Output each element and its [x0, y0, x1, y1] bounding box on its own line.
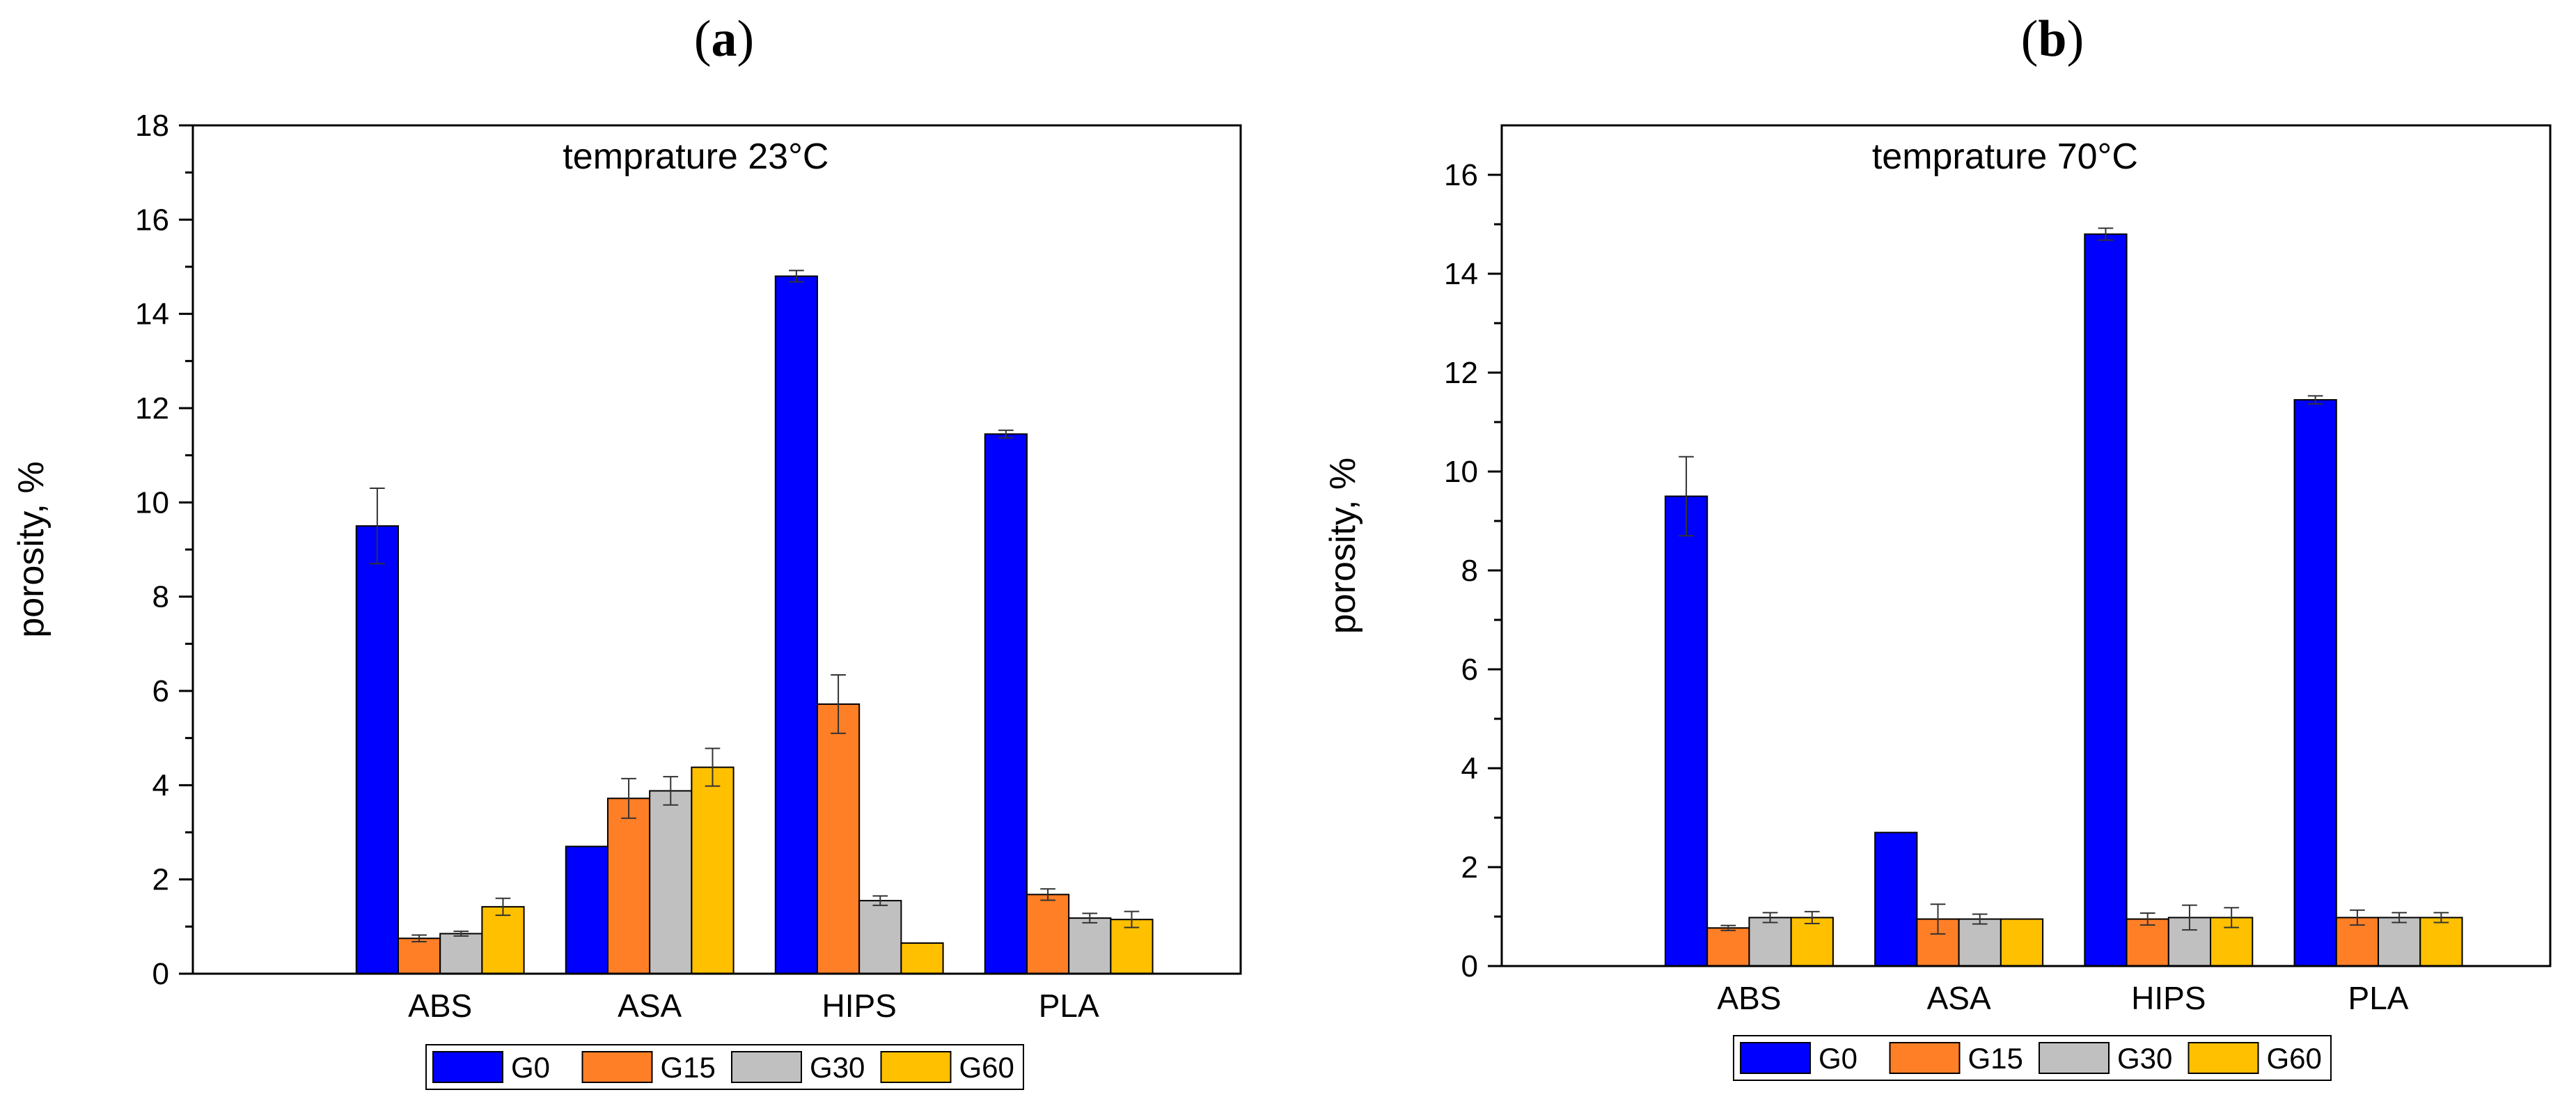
legend-swatch-G0: [1740, 1042, 1811, 1074]
legend-label-G60: G60: [959, 1051, 1014, 1084]
y-tick-label: 18: [135, 109, 169, 143]
plot-frame: [191, 124, 1242, 975]
x-tick-label: HIPS: [2131, 980, 2206, 1016]
bar-ABS-G0: [355, 525, 399, 974]
bar-ABS-G30: [439, 933, 483, 974]
x-tick-label: ABS: [408, 988, 472, 1024]
y-tick-label: 16: [1444, 158, 1478, 192]
bar-ABS-G15: [397, 937, 441, 974]
chart-panel-b: (b) 0 2 4 6 8 10 12 14 16 porosity, % temprature 70…: [1323, 10, 2552, 1081]
legend-label-G60: G60: [2267, 1042, 2322, 1075]
legend-swatch-G60: [880, 1051, 952, 1083]
bar-HIPS-G30: [858, 900, 902, 975]
chart-title: temprature 23°C: [563, 137, 828, 177]
bar-HIPS-G15: [2126, 918, 2169, 967]
bar-HIPS-G60: [900, 942, 944, 975]
bar-ASA-G0: [565, 846, 608, 975]
bar-ASA-G30: [1958, 918, 2002, 967]
x-tick-label: ABS: [1717, 980, 1781, 1016]
legend-swatch-G60: [2188, 1042, 2259, 1074]
bar-HIPS-G0: [774, 275, 818, 974]
x-tick-label: PLA: [1039, 988, 1099, 1024]
legend-swatch-G30: [2039, 1042, 2110, 1074]
y-tick-label: 8: [1461, 554, 1478, 588]
y-tick-label: 0: [152, 957, 169, 991]
y-tick-label: 12: [135, 391, 169, 426]
bar-ASA-G15: [606, 797, 651, 975]
bar-ASA-G30: [649, 790, 693, 975]
legend-label-G15: G15: [1968, 1042, 2023, 1075]
y-tick-label: 10: [135, 485, 169, 520]
legend-swatch-G0: [432, 1051, 503, 1083]
x-tick-label: PLA: [2348, 980, 2409, 1016]
legend-label-G0: G0: [1819, 1042, 1858, 1075]
legend-label-G15: G15: [661, 1051, 716, 1084]
legend: G0 G15 G30 G60: [425, 1044, 1024, 1090]
panel-label: (b): [2021, 10, 2084, 68]
y-tick-label: 4: [152, 768, 169, 802]
panel-label: (a): [694, 10, 754, 68]
bar-ABS-G30: [1748, 917, 1792, 967]
x-tick-label: HIPS: [822, 988, 896, 1024]
bar-PLA-G30: [2378, 917, 2421, 967]
legend: G0 G15 G30 G60: [1733, 1035, 2332, 1081]
bar-HIPS-G0: [2084, 233, 2128, 967]
y-tick-label: 12: [1444, 356, 1478, 390]
y-tick-label: 0: [1461, 949, 1478, 983]
legend-swatch-G30: [731, 1051, 802, 1083]
y-tick-label: 2: [1461, 850, 1478, 885]
bar-PLA-G60: [1110, 919, 1154, 975]
bar-PLA-G15: [1026, 894, 1070, 974]
bar-PLA-G0: [984, 433, 1028, 974]
legend-label-G30: G30: [810, 1051, 865, 1084]
legend-label-G0: G0: [511, 1051, 550, 1084]
y-tick-label: 4: [1461, 752, 1478, 786]
bar-ASA-G60: [2000, 918, 2044, 967]
bar-ABS-G15: [1706, 927, 1750, 967]
chart-title: temprature 70°C: [1872, 137, 2138, 177]
y-tick-label: 8: [152, 580, 169, 614]
y-tick-label: 6: [1461, 653, 1478, 687]
y-tick-label: 16: [135, 203, 169, 237]
x-tick-label: ASA: [618, 988, 682, 1024]
y-tick-label: 2: [152, 863, 169, 897]
bar-ABS-G60: [1790, 917, 1834, 967]
bar-PLA-G60: [2419, 917, 2463, 967]
bar-ABS-G0: [1664, 495, 1709, 967]
y-tick-label: 14: [135, 297, 169, 332]
y-axis-title: porosity, %: [1323, 458, 1363, 634]
bar-HIPS-G15: [816, 703, 861, 974]
y-tick-label: 14: [1444, 257, 1478, 291]
legend-swatch-G15: [1889, 1042, 1961, 1074]
bar-PLA-G30: [1068, 917, 1112, 974]
y-tick-label: 10: [1444, 455, 1478, 489]
legend-swatch-G15: [581, 1051, 653, 1083]
y-axis-title: porosity, %: [11, 461, 52, 637]
x-tick-label: ASA: [1927, 980, 1991, 1016]
bar-ASA-G0: [1874, 832, 1918, 967]
bar-PLA-G0: [2293, 399, 2337, 967]
plot-frame: [1500, 124, 2552, 967]
legend-label-G30: G30: [2117, 1042, 2172, 1075]
bar-ABS-G60: [481, 905, 525, 974]
chart-panel-a: (a) 0 2 4 6 8 10 12 14 16 18 porosity, % temprature …: [11, 10, 1242, 1090]
bar-ASA-G60: [691, 766, 735, 974]
y-tick-label: 6: [152, 674, 169, 708]
